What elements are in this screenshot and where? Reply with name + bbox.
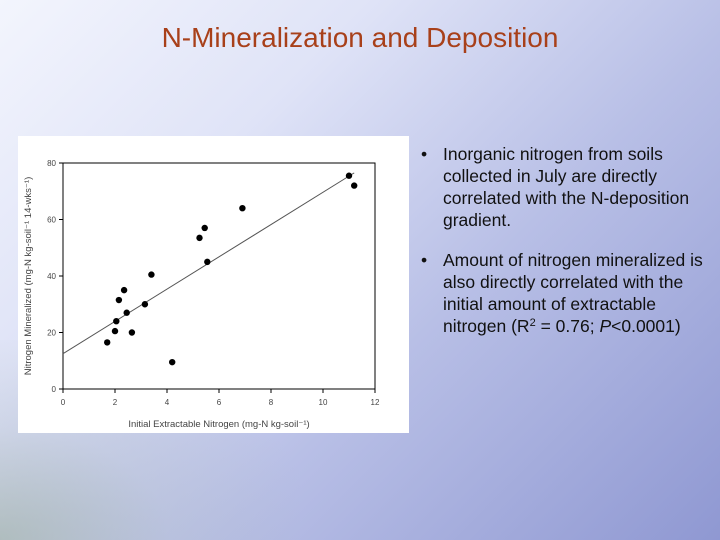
scatter-chart-panel: 0 20 40 60 80 0 2 4 6 8 10 12 Initial Extractable … <box>18 136 409 433</box>
y-tick-label: 40 <box>47 272 56 281</box>
y-axis-label: Nitrogen Mineralized (mg-N kg-soil⁻¹ 14-… <box>23 177 34 376</box>
bullet-text-end: <0.0001) <box>611 316 681 336</box>
bullet-marker: • <box>421 144 428 164</box>
bullet-item-mineralization: • Amount of nitrogen mineralized is also… <box>418 249 708 337</box>
data-point <box>196 234 203 242</box>
p-value-italic: P <box>599 316 612 336</box>
y-tick-label: 0 <box>52 385 57 394</box>
data-point <box>104 339 111 346</box>
y-tick-label: 60 <box>47 216 56 225</box>
data-point <box>111 327 119 335</box>
data-point <box>113 318 120 325</box>
data-point <box>115 296 123 304</box>
bullet-text: Inorganic nitrogen from soils collected … <box>443 144 690 230</box>
x-axis-label: Initial Extractable Nitrogen (mg-N kg-so… <box>128 419 309 430</box>
data-point <box>128 329 136 336</box>
plot-area-frame <box>62 162 376 390</box>
y-tick-label: 80 <box>47 159 56 168</box>
bullet-item-deposition: • Inorganic nitrogen from soils collecte… <box>418 143 708 231</box>
x-tick-label: 2 <box>113 398 118 407</box>
bullet-text-middle: = 0.76; <box>535 316 600 336</box>
bullet-marker: • <box>421 250 428 270</box>
data-point <box>345 172 353 179</box>
data-point <box>169 358 176 366</box>
x-tick-label: 10 <box>319 398 328 407</box>
x-tick-label: 6 <box>217 398 222 407</box>
x-tick-label: 8 <box>269 398 274 407</box>
y-tick-label: 20 <box>47 329 56 338</box>
x-tick-label: 0 <box>61 398 66 407</box>
scatter-chart: 0 20 40 60 80 0 2 4 6 8 10 12 Initial Extractable … <box>23 159 380 430</box>
data-point <box>123 309 130 316</box>
data-point <box>141 301 149 308</box>
x-tick-label: 4 <box>165 398 170 407</box>
r-squared-superscript: 2 <box>529 317 536 329</box>
bullet-text-start: Amount of nitrogen mineralized is also d… <box>443 250 703 336</box>
data-point <box>204 258 211 266</box>
slide-title: N-Mineralization and Deposition <box>161 22 559 53</box>
data-point <box>120 286 128 294</box>
data-point <box>148 271 155 278</box>
data-point <box>351 182 358 189</box>
data-point <box>201 224 208 232</box>
bullet-list: • Inorganic nitrogen from soils collecte… <box>418 143 708 355</box>
x-tick-label: 12 <box>371 398 380 407</box>
data-point <box>239 205 246 212</box>
